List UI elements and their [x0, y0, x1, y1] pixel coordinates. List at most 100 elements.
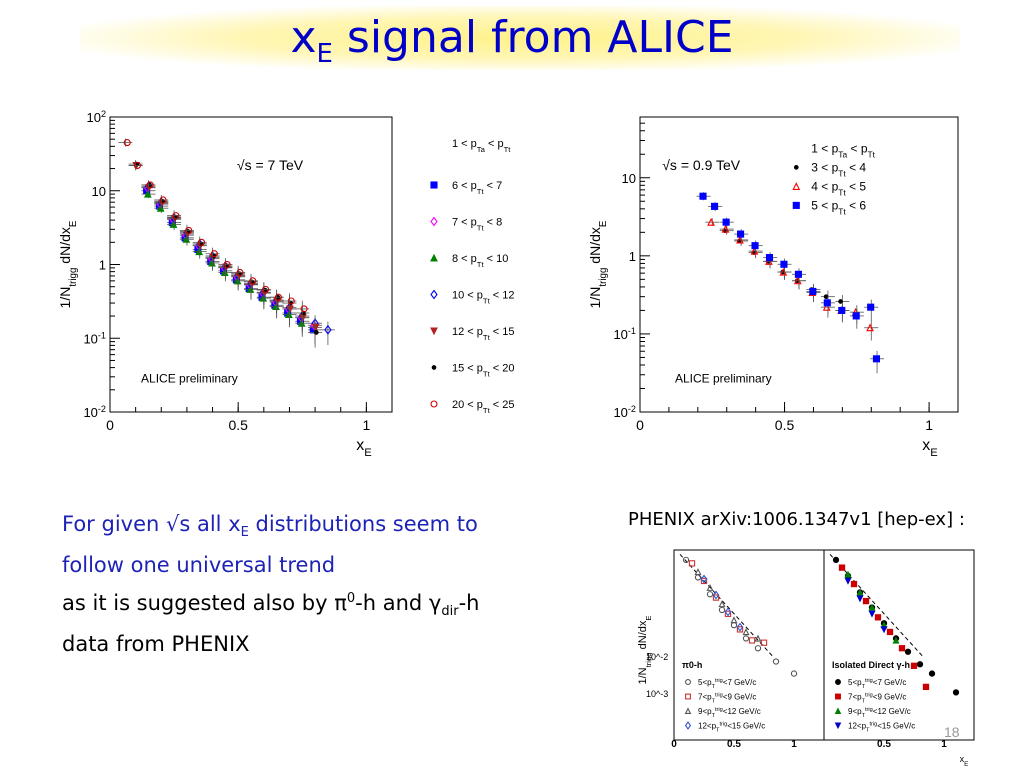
slide-title: xE signal from ALICE	[290, 12, 734, 69]
legend-entry: 12<pTtrig<15 GeV/c	[698, 722, 765, 734]
energy-annotation: √s = 0.9 TeV	[662, 157, 741, 173]
legend-entry: 7<pTtrig<9 GeV/c	[698, 693, 756, 705]
point-7-p-t-trig-9-gev-c	[898, 645, 906, 652]
y-tick-label: 10	[92, 184, 106, 199]
point-4-p-tt-5	[866, 323, 874, 332]
point-7-p-t-trig-9-gev-c	[910, 662, 918, 669]
y-tick-label: 10-2	[83, 404, 106, 420]
point-8-p-tt-10	[195, 247, 204, 256]
point-5-p-t-trig-7-gev-c	[952, 689, 960, 696]
legend-entry: 9<pTtrig<12 GeV/c	[848, 707, 911, 719]
point-8-p-tt-10	[246, 285, 255, 293]
x-axis-title: xE	[922, 437, 937, 459]
point-20-p-tt-25	[172, 212, 180, 220]
point-9-p-t-trig-12-gev-c	[856, 588, 864, 596]
legend-marker	[792, 201, 800, 209]
point-5-p-tt-6	[794, 270, 802, 278]
legend-entry: 9<pTtrig<12 GeV/c	[698, 707, 761, 719]
point-9-p-t-trig-12-gev-c	[892, 636, 900, 644]
point-8-p-tt-10	[284, 310, 293, 319]
x-tick-label: 0	[636, 417, 644, 433]
legend-marker	[685, 693, 691, 700]
point-5-p-t-trig-7-gev-c	[718, 606, 726, 614]
point-5-p-tt-6	[711, 202, 719, 210]
point-20-p-tt-25	[123, 139, 131, 147]
legend-entry: 5<pTtrig<7 GeV/c	[698, 678, 756, 690]
fit-line	[829, 553, 923, 657]
point-3-p-tt-4	[838, 299, 843, 304]
point-20-p-tt-25	[146, 181, 154, 189]
point-5-p-tt-6	[699, 192, 707, 200]
point-9-p-t-trig-12-gev-c	[868, 603, 876, 611]
point-7-p-t-trig-9-gev-c	[850, 580, 858, 588]
legend-entry: 20 < pTt < 25	[452, 399, 515, 415]
y-tick-label: 10-1	[83, 330, 106, 346]
y-tick-label: 1	[629, 249, 636, 264]
point-8-p-tt-10	[272, 302, 280, 310]
legend-marker	[431, 365, 437, 370]
point-9-p-t-trig-12-gev-c	[742, 628, 750, 636]
point-7-p-t-trig-9-gev-c	[760, 639, 768, 646]
point-5-p-tt-6	[737, 230, 745, 238]
point-10-p-tt-12	[324, 324, 332, 335]
point-20-p-tt-25	[287, 297, 295, 305]
point-20-p-tt-25	[223, 260, 231, 269]
legend-marker	[684, 721, 692, 730]
watermark-label: ALICE preliminary	[675, 372, 772, 386]
point-12-p-t-trig-15-gev-c	[868, 610, 876, 618]
legend-entry: 7 < pTt < 8	[452, 217, 502, 233]
x-axis-title: xE	[960, 754, 969, 768]
legend-entry: 12 < pTt < 15	[452, 326, 515, 342]
point-12-p-t-trig-15-gev-c	[700, 574, 708, 584]
legend-entry: 3 < pTt < 4	[811, 160, 866, 178]
legend-marker	[430, 289, 438, 300]
point-12-p-t-trig-15-gev-c	[736, 622, 744, 632]
x-tick-label: 1	[941, 739, 947, 750]
point-5-p-tt-6	[852, 312, 860, 320]
legend-entry: 10 < pTt < 12	[452, 290, 515, 306]
x-tick-label: 0.5	[727, 739, 741, 750]
point-20-p-tt-25	[159, 196, 167, 204]
point-5-p-t-trig-7-gev-c	[754, 645, 762, 652]
y-axis-title: 1/Ntrigg dN/dxE	[57, 220, 79, 308]
y-tick-label: 10^-2	[646, 652, 668, 662]
point-3-p-tt-4	[823, 294, 829, 300]
legend-entry: 5<pTtrig<7 GeV/c	[848, 678, 906, 690]
point-12-p-t-trig-15-gev-c	[724, 607, 732, 617]
panel-label: π0-h	[682, 660, 702, 670]
legend-marker	[792, 182, 801, 190]
title-highlight-band	[80, 6, 960, 70]
x-axis-title: xE	[356, 437, 371, 459]
point-7-p-t-trig-9-gev-c	[748, 637, 756, 644]
point-5-p-tt-6	[722, 218, 730, 226]
point-12-p-t-trig-15-gev-c	[856, 595, 864, 603]
legend-marker	[793, 165, 799, 170]
legend-entry: 5 < pTt < 6	[811, 198, 866, 216]
point-4-p-tt-5	[721, 224, 730, 233]
point-5-p-tt-6	[765, 254, 774, 262]
point-7-p-t-trig-9-gev-c	[922, 683, 930, 691]
point-8-p-tt-10	[259, 293, 268, 302]
y-tick-label: 1	[99, 258, 106, 273]
point-7-p-t-trig-9-gev-c	[874, 614, 882, 621]
point-12-p-tt-15	[286, 305, 294, 314]
point-20-p-tt-25	[262, 285, 270, 293]
legend-marker	[684, 707, 692, 714]
point-9-p-t-trig-12-gev-c	[718, 600, 726, 608]
x-tick-label: 0	[106, 417, 114, 433]
point-7-p-t-trig-9-gev-c	[886, 628, 894, 636]
point-20-p-tt-25	[185, 226, 193, 234]
point-8-p-tt-10	[156, 203, 165, 212]
legend-marker	[835, 693, 841, 700]
legend-header: 1 < pTa < pTt	[452, 138, 511, 154]
legend-marker	[430, 400, 438, 408]
point-8-p-tt-10	[233, 276, 242, 285]
body-line-2: follow one universal trend	[62, 553, 336, 578]
point-12-p-t-trig-15-gev-c	[844, 577, 852, 585]
plot-frame	[109, 116, 393, 413]
point-20-p-tt-25	[300, 305, 308, 313]
legend-entry: 4 < pTt < 5	[811, 179, 866, 197]
point-5-p-tt-6	[838, 306, 846, 314]
point-20-p-tt-25	[210, 250, 218, 258]
